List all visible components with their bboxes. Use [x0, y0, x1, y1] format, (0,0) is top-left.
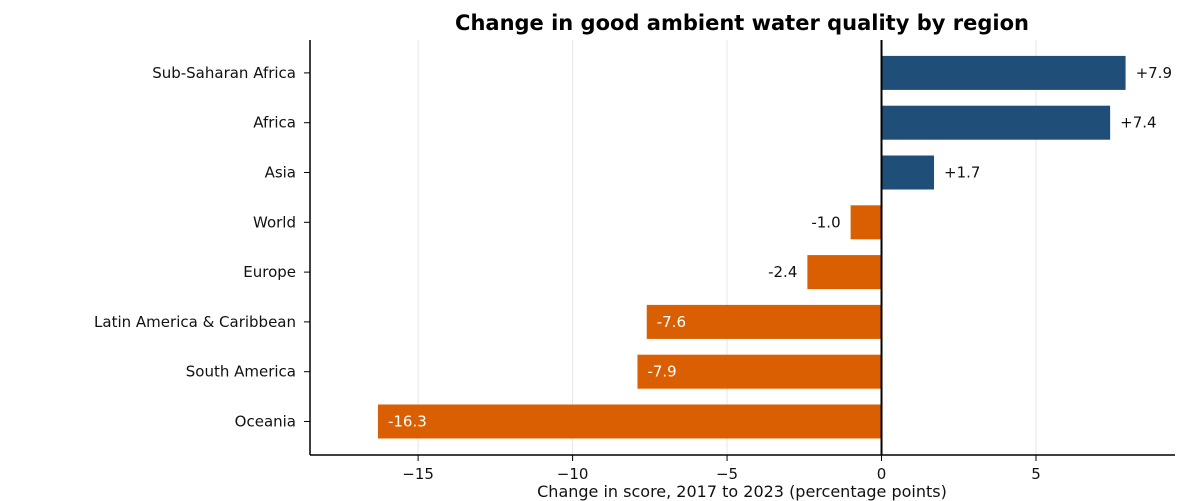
x-tick-label: −5 — [716, 465, 738, 483]
category-label: Europe — [243, 263, 296, 281]
data-label: -7.9 — [647, 363, 676, 381]
category-label: South America — [186, 363, 296, 381]
category-label: Oceania — [235, 413, 296, 431]
data-label: +7.9 — [1136, 64, 1172, 82]
category-label: Asia — [265, 164, 296, 182]
bar — [881, 55, 1126, 90]
bar — [850, 205, 882, 240]
data-label: -7.6 — [657, 313, 686, 331]
x-tick-label: −10 — [557, 465, 589, 483]
category-label: Sub-Saharan Africa — [152, 64, 296, 82]
bar — [377, 404, 882, 439]
bar — [807, 255, 882, 290]
data-labels: +7.9 +7.4 +1.7 -1.0 -2.4 -7.6 -7.9 -16.3 — [388, 64, 1172, 431]
x-tick-label: 0 — [877, 465, 887, 483]
bar — [881, 155, 935, 190]
category-labels: Sub-Saharan Africa Africa Asia World Europe L… — [94, 64, 296, 431]
category-label: Latin America & Caribbean — [94, 313, 296, 331]
bar — [881, 105, 1111, 140]
data-label: -1.0 — [811, 213, 840, 231]
chart-title: Change in good ambient water quality by … — [455, 11, 1029, 35]
bar — [637, 354, 882, 389]
grid-lines — [417, 40, 1037, 455]
data-label: +7.4 — [1120, 114, 1156, 132]
bar — [646, 304, 882, 339]
x-axis-label: Change in score, 2017 to 2023 (percentag… — [537, 482, 947, 501]
x-ticks: −15 −10 −5 0 5 — [304, 72, 1041, 483]
data-label: +1.7 — [944, 164, 980, 182]
bars — [377, 55, 1126, 439]
x-tick-label: 5 — [1031, 465, 1041, 483]
data-label: -16.3 — [388, 413, 427, 431]
category-label: Africa — [253, 114, 296, 132]
x-tick-label: −15 — [402, 465, 434, 483]
category-label: World — [253, 213, 296, 231]
data-label: -2.4 — [768, 263, 797, 281]
axes — [309, 40, 1175, 456]
